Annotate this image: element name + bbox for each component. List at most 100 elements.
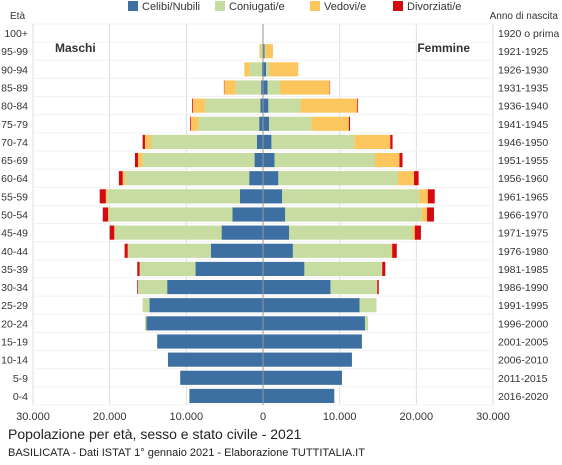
bar-female-95-99 (263, 44, 265, 59)
bar-male-65-69 (254, 152, 263, 168)
age-label: 100+ (4, 28, 28, 40)
bar-female-40-44 (292, 243, 392, 258)
bar-male-5-9 (180, 370, 263, 385)
bar-female-60-64 (397, 171, 415, 186)
birth-year-label: 1976-1980 (498, 246, 548, 258)
bar-male-80-84 (205, 98, 261, 113)
age-label: 95-99 (1, 46, 28, 58)
bar-female-75-79 (269, 116, 312, 131)
bar-female-60-64 (278, 171, 398, 186)
bar-female-35-39 (304, 261, 382, 277)
bar-female-55-59 (263, 189, 283, 204)
bar-female-25-29 (359, 298, 377, 313)
bar-male-90-94 (249, 62, 263, 77)
birth-year-label: 1936-1940 (498, 101, 548, 113)
label-femmine: Femmine (417, 41, 470, 55)
birth-year-label: 1991-1995 (498, 300, 548, 312)
bar-male-15-19 (157, 334, 263, 349)
y-axis-label-birth-year: Anno di nascita (490, 11, 559, 22)
bar-male-60-64 (249, 171, 263, 186)
legend-label: Celibi/Nubili (142, 1, 200, 13)
age-label: 60-64 (1, 173, 28, 185)
birth-year-label: 1986-1990 (498, 282, 548, 294)
birth-year-label: 1996-2000 (498, 318, 548, 330)
bar-male-30-34 (138, 279, 168, 295)
bar-male-65-69 (134, 152, 139, 168)
birth-year-label: 1931-1935 (498, 83, 548, 95)
bar-female-75-79 (263, 116, 270, 131)
x-tick-label: 20.000 (93, 411, 127, 423)
bar-female-85-89 (279, 80, 330, 95)
birth-year-label: 1921-1925 (498, 46, 548, 58)
bar-female-45-49 (414, 225, 421, 240)
birth-year-label: 1956-1960 (498, 173, 548, 185)
bar-male-40-44 (210, 243, 263, 258)
bar-female-35-39 (382, 261, 386, 277)
birth-year-label: 1920 o prima (498, 28, 559, 40)
bar-male-45-49 (114, 225, 116, 240)
bar-male-80-84 (192, 98, 193, 113)
bar-male-70-74 (256, 134, 263, 150)
bar-female-20-24 (263, 316, 365, 331)
age-label: 70-74 (1, 137, 28, 149)
age-label: 35-39 (1, 264, 28, 276)
bar-male-25-29 (142, 298, 150, 313)
age-label: 10-14 (1, 355, 28, 367)
bar-female-40-44 (392, 243, 397, 258)
age-label: 5-9 (13, 373, 28, 385)
bar-male-20-24 (144, 316, 147, 331)
bar-female-55-59 (282, 189, 420, 204)
bar-male-60-64 (118, 171, 123, 186)
x-tick-label: 30.000 (476, 411, 510, 423)
birth-year-label: 1981-1985 (498, 264, 548, 276)
bar-female-80-84 (300, 98, 358, 113)
bar-female-65-69 (274, 152, 375, 168)
bar-female-40-44 (391, 243, 393, 258)
bar-female-50-54 (421, 207, 428, 222)
bar-male-35-39 (137, 261, 140, 277)
bar-male-85-89 (224, 80, 236, 95)
legend-swatch (128, 1, 138, 11)
birth-year-label: 2016-2020 (498, 391, 548, 403)
bar-male-50-54 (108, 207, 109, 222)
legend-label: Vedovi/e (324, 1, 366, 13)
bar-female-70-74 (271, 134, 355, 150)
birth-year-label: 1946-1950 (498, 137, 548, 149)
bar-male-45-49 (221, 225, 263, 240)
birth-year-label: 1926-1930 (498, 64, 548, 76)
x-tick-label: 30.000 (16, 411, 50, 423)
y-axis-label-age: Età (10, 11, 25, 22)
bar-male-85-89 (235, 80, 262, 95)
bar-male-25-29 (149, 298, 263, 313)
bar-male-45-49 (115, 225, 222, 240)
bar-female-45-49 (263, 225, 290, 240)
age-label: 20-24 (1, 318, 28, 330)
bar-male-40-44 (124, 243, 128, 258)
bar-male-80-84 (260, 98, 263, 113)
bar-female-30-34 (377, 279, 379, 295)
bar-female-80-84 (268, 98, 301, 113)
legend-label: Divorziati/e (407, 1, 461, 13)
bar-male-70-74 (151, 134, 257, 150)
bar-female-80-84 (357, 98, 359, 113)
bar-female-75-79 (311, 116, 349, 131)
bar-male-80-84 (192, 98, 206, 113)
birth-year-label: 1966-1970 (498, 210, 548, 222)
age-label: 80-84 (1, 101, 28, 113)
legend-swatch (393, 1, 403, 11)
bar-male-50-54 (108, 207, 233, 222)
birth-year-label: 1971-1975 (498, 228, 548, 240)
age-label: 30-34 (1, 282, 28, 294)
bar-male-75-79 (259, 116, 263, 131)
bar-female-85-89 (267, 80, 280, 95)
bar-male-35-39 (139, 261, 196, 277)
bar-female-45-49 (289, 225, 413, 240)
age-label: 55-59 (1, 191, 28, 203)
legend-label: Coniugati/e (229, 1, 285, 13)
bar-male-65-69 (142, 152, 255, 168)
bar-female-70-74 (354, 134, 391, 150)
bar-female-90-94 (263, 62, 267, 77)
bar-male-55-59 (240, 189, 263, 204)
x-tick-label: 0 (260, 411, 266, 423)
